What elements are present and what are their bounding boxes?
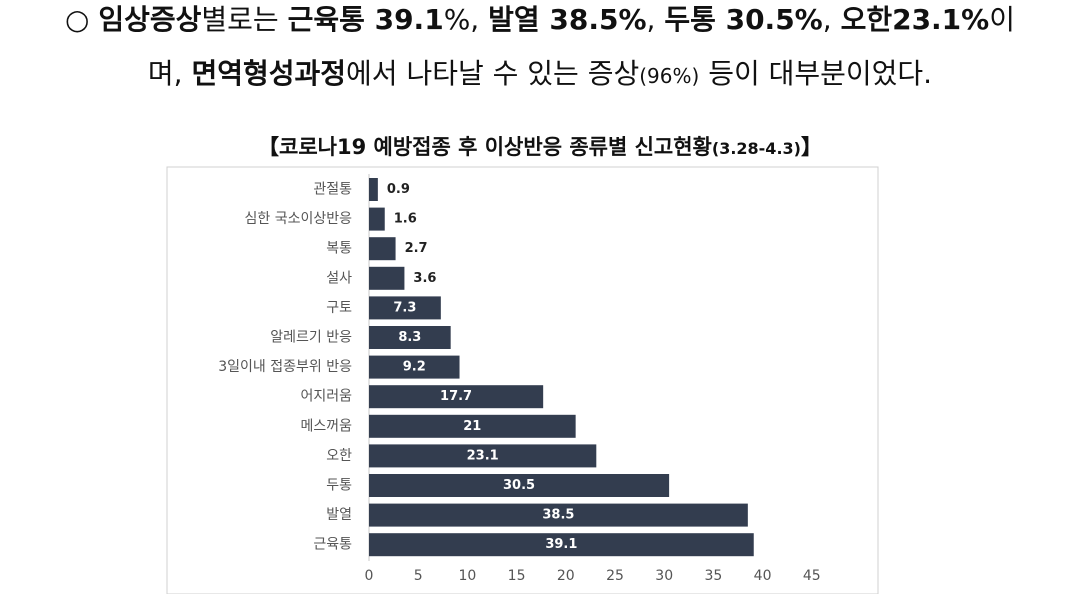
- intro-line-2: 며, 면역형성과정에서 나타날 수 있는 증상(96%) 등이 대부분이었다.: [0, 60, 1080, 88]
- bar: [369, 266, 405, 290]
- value-label: 30.5: [503, 478, 535, 493]
- x-tick-label: 10: [458, 568, 476, 584]
- x-tick-label: 35: [704, 568, 722, 584]
- value-label: 17.7: [440, 389, 472, 404]
- value-label: 21: [463, 419, 481, 434]
- value-labels-group: 0.9 1.6 2.7 3.6 7.3 8.3 9.2 17.7 21 23.1 30.5 38.5 3…: [387, 182, 578, 552]
- bar: [369, 326, 451, 349]
- intro-text-segment: 에서 나타날 수 있는 증상: [346, 57, 640, 90]
- intro-text-segment: ○: [64, 3, 99, 36]
- intro-text-segment: 며,: [147, 57, 192, 90]
- bar: [369, 237, 396, 261]
- bar: [369, 414, 576, 438]
- chart-frame: [166, 166, 879, 594]
- intro-text-segment: (96%): [639, 64, 700, 88]
- category-label: 어지러움: [300, 389, 352, 405]
- category-label: 메스꺼움: [300, 418, 352, 434]
- bar: [369, 503, 748, 527]
- value-label: 0.9: [387, 182, 410, 197]
- chart-title-main: 【코로나19 예방접종 후 이상반응 종류별 신고현황: [258, 135, 712, 159]
- value-label: 8.3: [398, 330, 421, 345]
- x-tick-label: 20: [557, 568, 575, 584]
- intro-text-segment: 등이 대부분이었다.: [699, 57, 933, 90]
- intro-line-1: ○ 임상증상별로는 근육통 39.1%, 발열 38.5%, 두통 30.5%,…: [0, 6, 1080, 34]
- bars-group: [369, 178, 754, 557]
- chart-title-end: 】: [800, 135, 822, 159]
- bar: [369, 385, 544, 409]
- category-label: 복통: [326, 241, 352, 257]
- chart-title-period: (3.28-4.3): [711, 139, 801, 158]
- category-label: 설사: [326, 270, 352, 286]
- x-tick-label: 15: [508, 568, 526, 584]
- x-tick-labels-group: 0 5 10 15 20 25 30 35 40 45: [365, 568, 821, 584]
- bar: [369, 355, 460, 379]
- value-label: 38.5: [542, 508, 574, 523]
- value-label: 39.1: [545, 537, 577, 552]
- intro-text-segment: 이: [989, 3, 1015, 36]
- bar: [369, 178, 378, 201]
- intro-text-segment: 발열 38.5%: [488, 3, 647, 36]
- intro-text-segment: 두통 30.5%: [664, 3, 823, 36]
- bar: [369, 296, 441, 320]
- intro-text-segment: %,: [443, 3, 489, 36]
- intro-text-segment: 별로는: [201, 3, 288, 36]
- value-label: 1.6: [394, 212, 417, 227]
- intro-text-segment: 근육통 39.1: [287, 3, 444, 36]
- bar: [369, 474, 670, 497]
- chart-title: 【코로나19 예방접종 후 이상반응 종류별 신고현황(3.28-4.3)】: [0, 131, 1080, 161]
- value-label: 3.6: [413, 271, 436, 286]
- intro-text-segment: ,: [646, 3, 665, 36]
- category-label: 근육통: [313, 537, 352, 553]
- x-tick-label: 25: [606, 568, 624, 584]
- category-label: 구토: [326, 300, 352, 316]
- bar: [369, 444, 597, 468]
- value-label: 2.7: [405, 241, 428, 256]
- intro-text-segment: 면역형성과정: [191, 57, 347, 90]
- value-label: 7.3: [393, 300, 416, 315]
- category-label: 발열: [326, 507, 352, 523]
- x-tick-label: 0: [365, 568, 374, 584]
- category-label: 3일이내 접종부위 반응: [218, 359, 352, 375]
- x-tick-label: 30: [655, 568, 673, 584]
- category-label: 알레르기 반응: [270, 330, 352, 346]
- category-label: 두통: [326, 478, 352, 494]
- category-label: 심한 국소이상반응: [245, 211, 353, 227]
- x-tick-label: 5: [414, 568, 423, 584]
- category-label: 관절통: [313, 182, 352, 198]
- category-label: 오한: [326, 448, 352, 464]
- value-label: 9.2: [403, 360, 426, 375]
- intro-text-segment: 오한23.1%: [840, 3, 990, 36]
- value-label: 23.1: [467, 448, 499, 463]
- x-tick-label: 40: [754, 568, 772, 584]
- intro-text-segment: ,: [822, 3, 841, 36]
- x-tick-label: 45: [803, 568, 821, 584]
- intro-text-segment: 임상증상: [98, 3, 202, 36]
- bar: [369, 207, 385, 231]
- bar: [369, 533, 754, 557]
